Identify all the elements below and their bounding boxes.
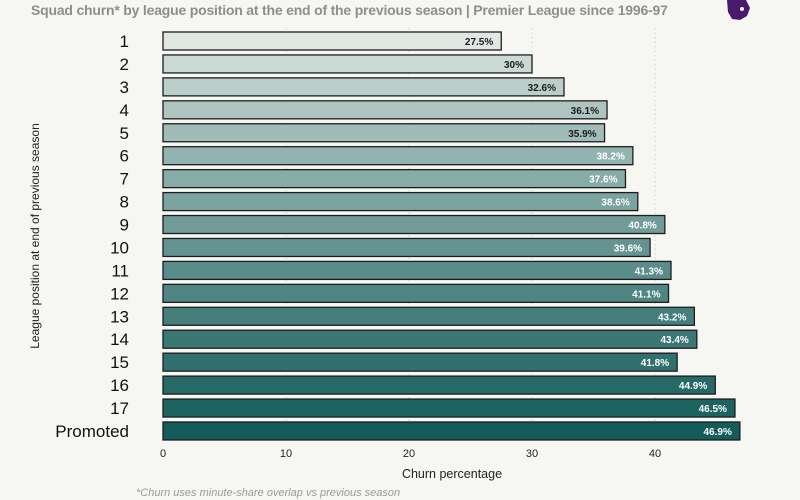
bar <box>162 237 651 258</box>
data-label: 38.2% <box>597 152 625 163</box>
y-tick-label: 13 <box>110 307 129 326</box>
bar <box>162 168 627 189</box>
data-label: 43.2% <box>658 312 686 323</box>
bar <box>162 352 678 372</box>
x-tick-label: 20 <box>403 448 415 460</box>
y-tick-label: 8 <box>120 193 129 212</box>
bar <box>162 31 502 51</box>
data-label: 46.9% <box>704 427 732 438</box>
data-label: 41.1% <box>632 289 660 300</box>
x-tick-label: 40 <box>649 448 661 460</box>
premier-league-logo <box>727 0 750 20</box>
y-tick-label: 3 <box>120 78 129 97</box>
data-label: 44.9% <box>679 381 707 392</box>
data-label: 32.6% <box>528 83 556 94</box>
data-label: 37.6% <box>589 175 617 186</box>
bar <box>162 123 606 143</box>
data-label: 30% <box>504 60 524 71</box>
bar <box>162 260 672 281</box>
y-tick-label: 17 <box>110 399 129 418</box>
bar <box>162 283 670 303</box>
data-label: 40.8% <box>628 221 656 232</box>
x-tick-label: 30 <box>526 448 538 460</box>
data-label: 38.6% <box>601 198 629 209</box>
y-tick-label: 1 <box>120 32 129 51</box>
bar <box>162 306 696 326</box>
y-tick-label: 14 <box>110 330 129 349</box>
bar <box>162 398 736 418</box>
x-tick-label: 0 <box>160 448 166 460</box>
y-tick-label: 16 <box>110 376 129 395</box>
bar <box>162 375 716 395</box>
bar <box>162 54 533 74</box>
y-tick-label: 2 <box>120 55 129 74</box>
y-tick-label: Promoted <box>55 422 129 441</box>
x-axis-label: Churn percentage <box>402 467 502 481</box>
bar <box>162 191 639 212</box>
y-tick-label: 10 <box>110 238 129 257</box>
data-label: 46.5% <box>699 404 727 415</box>
y-tick-label: 4 <box>120 101 129 120</box>
bar <box>162 214 666 235</box>
footnote: *Churn uses minute-share overlap vs prev… <box>136 487 401 499</box>
y-tick-label: 15 <box>110 353 129 372</box>
data-label: 43.4% <box>660 335 688 346</box>
y-tick-label: 7 <box>120 170 129 189</box>
y-tick-label: 11 <box>111 261 129 280</box>
chart-title: Squad churn* by league position at the e… <box>31 2 668 18</box>
y-tick-label: 5 <box>120 124 129 143</box>
bar <box>162 329 698 349</box>
data-label: 39.6% <box>614 243 642 254</box>
bar <box>162 100 608 120</box>
y-tick-label: 12 <box>110 284 129 303</box>
y-axis-label: League position at end of previous seaso… <box>28 123 42 349</box>
x-tick-label: 10 <box>280 448 292 460</box>
y-tick-label: 9 <box>120 216 129 235</box>
bar <box>162 77 565 97</box>
bar <box>162 146 634 166</box>
data-label: 41.8% <box>641 358 669 369</box>
data-label: 35.9% <box>568 129 596 140</box>
data-label: 27.5% <box>465 37 493 48</box>
data-label: 41.3% <box>635 266 663 277</box>
y-tick-label: 6 <box>120 147 129 166</box>
bar <box>162 421 741 441</box>
data-label: 36.1% <box>571 106 599 117</box>
